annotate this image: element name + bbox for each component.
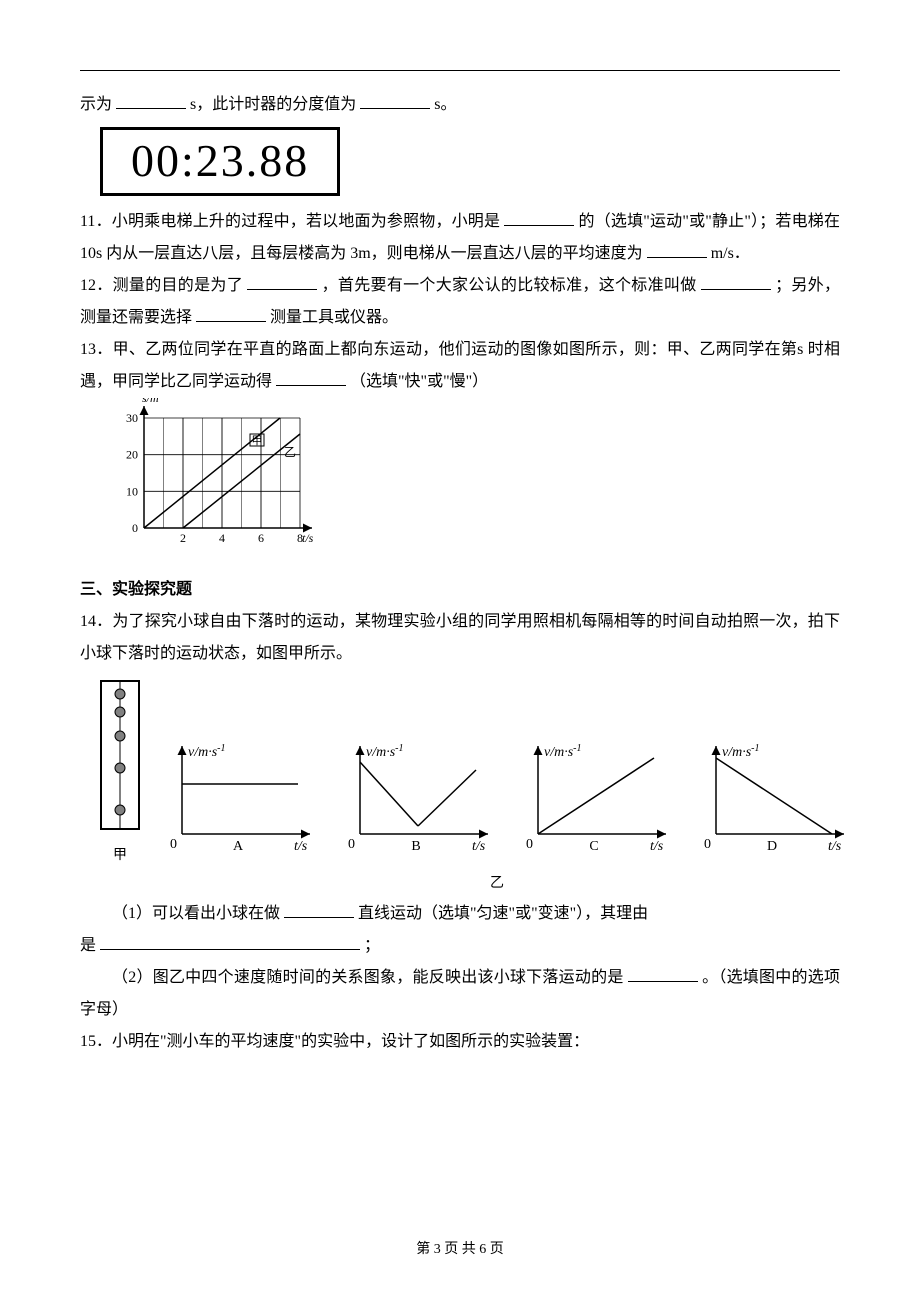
- svg-text:8: 8: [297, 531, 303, 545]
- svg-text:t/s: t/s: [472, 839, 486, 854]
- txt: （1）可以看出小球在做: [112, 905, 284, 922]
- txt: m/s．: [711, 245, 750, 262]
- txt: （选填"快"或"慢"）: [350, 373, 488, 390]
- svg-text:乙: 乙: [284, 445, 296, 459]
- blank-q12-purpose[interactable]: [247, 273, 317, 290]
- blank-q14-motion-type[interactable]: [284, 901, 354, 918]
- q14-part1: （1）可以看出小球在做 直线运动（选填"匀速"或"变速"），其理由: [80, 898, 840, 930]
- figure-q14-strip: 甲: [100, 680, 140, 870]
- svg-text:4: 4: [219, 531, 225, 545]
- panel-d: v/m·s-1 0 t/s D: [692, 738, 852, 870]
- svg-text:6: 6: [258, 531, 264, 545]
- txt: 是: [80, 937, 100, 954]
- svg-text:0: 0: [348, 837, 355, 852]
- txt: 12．测量的目的是为了: [80, 277, 243, 294]
- stopwatch-display: 00:23.88: [100, 127, 340, 196]
- stopwatch-value: 00:23.88: [131, 135, 309, 186]
- question-12: 12．测量的目的是为了 ，首先要有一个大家公认的比较标准，这个标准叫做 ；另外，…: [80, 270, 840, 334]
- txt: s，此计时器的分度值为: [190, 96, 356, 113]
- question-11: 11．小明乘电梯上升的过程中，若以地面为参照物，小明是 的（选填"运动"或"静止…: [80, 206, 840, 270]
- txt: 11．小明乘电梯上升的过程中，若以地面为参照物，小明是: [80, 213, 504, 230]
- txt: 测量工具或仪器。: [270, 309, 398, 326]
- txt: 直线运动（选填"匀速"或"变速"），其理由: [358, 905, 648, 922]
- blank-time-value[interactable]: [116, 92, 186, 109]
- svg-text:t/s: t/s: [302, 531, 314, 545]
- svg-text:s/m: s/m: [142, 398, 159, 405]
- figure-q14: 甲 v/m·s-1 0 t/s A v/m·s-1 0 t/s B v/m·s-1 0 t/s C…: [100, 680, 840, 870]
- label-yi: 乙: [490, 870, 840, 898]
- svg-text:C: C: [589, 839, 598, 854]
- svg-text:v/m·s-1: v/m·s-1: [722, 742, 760, 760]
- page-footer: 第 3 页 共 6 页: [0, 1236, 920, 1264]
- top-rule: [80, 70, 840, 71]
- blank-q12-tool[interactable]: [196, 305, 266, 322]
- txt: 示为: [80, 96, 112, 113]
- blank-q11-state[interactable]: [504, 209, 574, 226]
- q14-part2: （2）图乙中四个速度随时间的关系图象，能反映出该小球下落运动的是 。（选填图中的…: [80, 962, 840, 1026]
- blank-q11-speed[interactable]: [647, 241, 707, 258]
- panel-b: v/m·s-1 0 t/s B: [336, 738, 496, 870]
- txt: ，首先要有一个大家公认的比较标准，这个标准叫做: [322, 277, 697, 294]
- svg-text:A: A: [233, 839, 244, 854]
- section-3-title: 三、实验探究题: [80, 574, 840, 606]
- svg-text:30: 30: [126, 411, 138, 425]
- question-13: 13．甲、乙两位同学在平直的路面上都向东运动，他们运动的图像如图所示，则：甲、乙…: [80, 334, 840, 398]
- svg-text:t/s: t/s: [828, 839, 842, 854]
- svg-text:0: 0: [170, 837, 177, 852]
- figure-q13-graph: s/m t/s 0 10 20 30 2 4 6 8 甲乙: [100, 398, 840, 570]
- svg-text:v/m·s-1: v/m·s-1: [366, 742, 404, 760]
- label-jia: 甲: [100, 842, 140, 870]
- svg-text:v/m·s-1: v/m·s-1: [544, 742, 582, 760]
- txt: （2）图乙中四个速度随时间的关系图象，能反映出该小球下落运动的是: [112, 969, 628, 986]
- svg-text:t/s: t/s: [294, 839, 308, 854]
- question-15: 15．小明在"测小车的平均速度"的实验中，设计了如图所示的实验装置：: [80, 1026, 840, 1058]
- blank-division-value[interactable]: [360, 92, 430, 109]
- line-continuation: 示为 s，此计时器的分度值为 s。: [80, 89, 840, 121]
- svg-text:2: 2: [180, 531, 186, 545]
- txt: s。: [434, 96, 456, 113]
- svg-text:0: 0: [132, 521, 138, 535]
- blank-q13-fast-slow[interactable]: [276, 369, 346, 386]
- q14-part1-reason: 是 ；: [80, 930, 840, 962]
- panel-c: v/m·s-1 0 t/s C: [514, 738, 674, 870]
- svg-text:0: 0: [526, 837, 533, 852]
- svg-text:0: 0: [704, 837, 711, 852]
- panel-a: v/m·s-1 0 t/s A: [158, 738, 318, 870]
- question-14-intro: 14．为了探究小球自由下落时的运动，某物理实验小组的同学用照相机每隔相等的时间自…: [80, 606, 840, 670]
- svg-text:v/m·s-1: v/m·s-1: [188, 742, 226, 760]
- svg-text:t/s: t/s: [650, 839, 664, 854]
- txt: ；: [364, 937, 380, 954]
- svg-text:甲: 甲: [252, 435, 263, 447]
- svg-text:10: 10: [126, 484, 138, 498]
- svg-text:20: 20: [126, 447, 138, 461]
- blank-q14-reason[interactable]: [100, 933, 360, 950]
- blank-q12-standard[interactable]: [701, 273, 771, 290]
- svg-text:D: D: [767, 839, 777, 854]
- blank-q14-graph-choice[interactable]: [628, 965, 698, 982]
- svg-text:B: B: [411, 839, 420, 854]
